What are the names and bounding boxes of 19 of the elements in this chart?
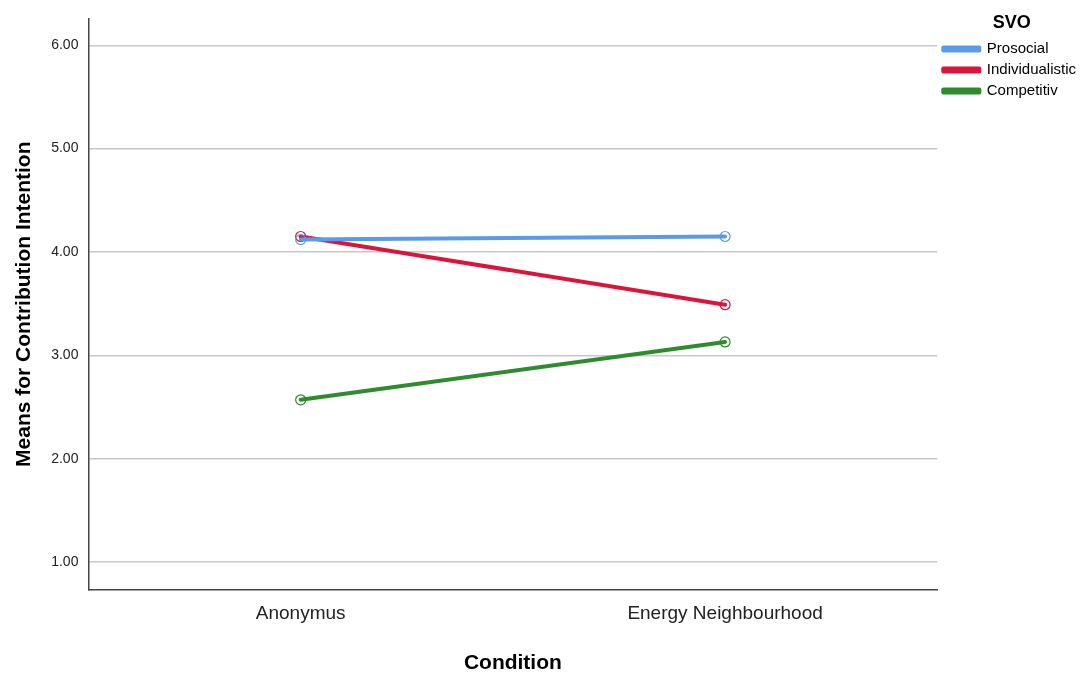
point — [295, 234, 307, 246]
point — [719, 336, 731, 348]
y-tick-label: 4.00 — [51, 242, 79, 259]
point — [719, 230, 731, 243]
legend-label: Prosocial — [986, 39, 1049, 57]
x-axis-title: Condition — [463, 650, 562, 674]
legend-label: Individualistic — [986, 60, 1077, 78]
y-tick-label: 5.00 — [51, 139, 79, 156]
legend-title: SVO — [992, 11, 1031, 32]
legend-label: Competitiv — [986, 81, 1059, 99]
x-tick-label: Anonymus — [255, 601, 346, 623]
y-tick-label: 6.00 — [51, 36, 79, 53]
point — [295, 394, 307, 406]
y-axis-title: Means for Contribution Intention — [11, 141, 35, 467]
x-tick-label: Energy Neighbourhood — [627, 601, 823, 623]
y-tick-label: 1.00 — [51, 552, 79, 569]
point — [719, 299, 731, 311]
y-tick-label: 3.00 — [51, 346, 79, 363]
y-tick-label: 2.00 — [51, 449, 79, 466]
